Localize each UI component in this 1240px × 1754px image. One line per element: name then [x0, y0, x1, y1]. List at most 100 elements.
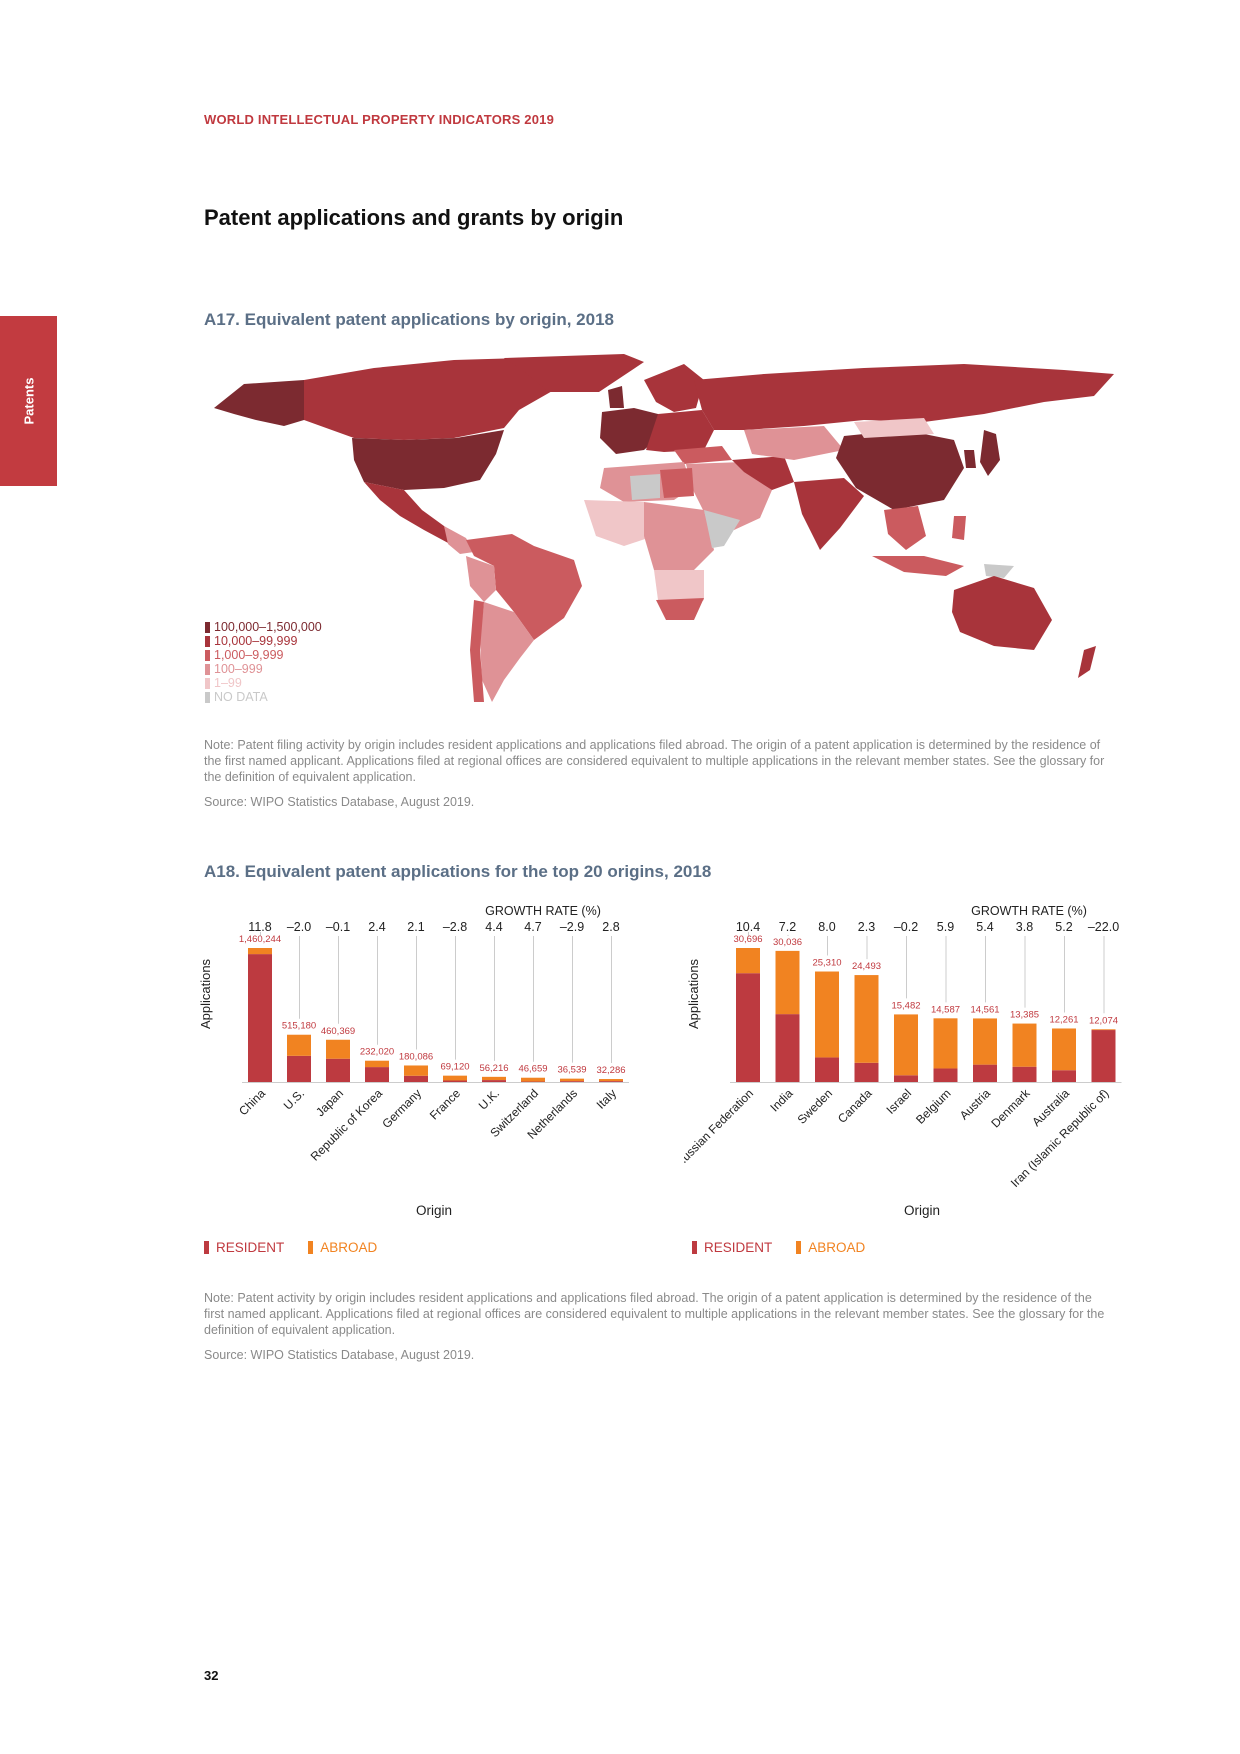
growth-rate-value: 3.8 — [1016, 920, 1033, 934]
bar-total-label: 14,561 — [970, 1004, 999, 1015]
bar-abroad — [815, 971, 839, 1058]
bar-total-label: 24,493 — [852, 961, 881, 972]
map-legend-label: 1,000–9,999 — [214, 648, 284, 662]
category-label: U.K. — [476, 1086, 502, 1112]
growth-rate-value: –22.0 — [1088, 920, 1119, 934]
side-tab-label: Patents — [21, 377, 36, 425]
bar-total-label: 46,659 — [518, 1064, 547, 1075]
bar-total-label: 12,261 — [1049, 1014, 1078, 1025]
legend-label-resident: RESIDENT — [704, 1240, 773, 1255]
bar-total-label: 460,369 — [321, 1026, 355, 1037]
category-label: Russian Federation — [684, 1086, 756, 1169]
bar-legend-left: RESIDENT ABROAD — [204, 1240, 377, 1255]
growth-rate-value: 2.4 — [368, 920, 385, 934]
map-legend-label: 10,000–99,999 — [214, 634, 298, 648]
bar-abroad — [854, 975, 879, 1063]
map-region-iran — [732, 456, 794, 490]
bar-total-label: 15,482 — [891, 1000, 920, 1011]
bar-total-label: 56,216 — [479, 1063, 508, 1074]
category-label: Canada — [835, 1086, 875, 1126]
growth-rate-value: 5.9 — [937, 920, 954, 934]
bar-resident — [854, 1062, 879, 1082]
map-legend-label: NO DATA — [214, 690, 268, 704]
bar-abroad — [1052, 1028, 1076, 1071]
category-label: India — [767, 1086, 796, 1115]
category-label: Belgium — [913, 1086, 954, 1127]
bar-abroad — [326, 1039, 350, 1059]
bar-total-label: 180,086 — [399, 1051, 433, 1062]
growth-rate-header: GROWTH RATE (%) — [971, 904, 1087, 918]
bar-resident — [775, 1014, 800, 1082]
map-legend-item: 100–999 — [205, 662, 322, 676]
running-header: WORLD INTELLECTUAL PROPERTY INDICATORS 2… — [204, 112, 555, 127]
growth-rate-value: 5.2 — [1055, 920, 1072, 934]
map-region-alaska — [214, 380, 304, 426]
bar-abroad — [1012, 1023, 1037, 1067]
bar-resident — [287, 1055, 311, 1082]
map-region-central-africa — [644, 502, 714, 580]
bar-total-label: 14,587 — [931, 1004, 960, 1015]
map-region-russia — [694, 364, 1114, 430]
map-source: Source: WIPO Statistics Database, August… — [204, 795, 475, 809]
category-label: Italy — [594, 1086, 619, 1111]
growth-rate-value: 11.8 — [248, 920, 271, 934]
bar-total-label: 30,036 — [773, 937, 802, 948]
bar-resident — [1012, 1066, 1037, 1082]
map-region-southeast-asia — [884, 506, 926, 550]
bars-figure-title: A18. Equivalent patent applications for … — [204, 862, 712, 881]
map-region-egypt — [660, 468, 694, 498]
y-axis-label: Applications — [198, 958, 213, 1029]
legend-label-resident: RESIDENT — [216, 1240, 285, 1255]
map-legend-swatch — [205, 691, 210, 703]
bar-resident — [560, 1081, 584, 1082]
growth-rate-header: GROWTH RATE (%) — [485, 904, 601, 918]
bar-resident — [815, 1057, 839, 1082]
bar-abroad — [443, 1075, 467, 1081]
map-region-libya — [630, 474, 660, 500]
map-region-indonesia — [872, 556, 964, 576]
bar-resident — [404, 1075, 428, 1082]
category-label: U.S. — [281, 1086, 307, 1112]
bar-abroad — [1091, 1029, 1116, 1031]
map-region-india — [794, 478, 864, 550]
side-tab-patents[interactable]: Patents — [0, 316, 57, 486]
map-region-mexico — [364, 482, 462, 544]
map-region-brazil — [494, 546, 582, 640]
growth-rate-value: –2.8 — [443, 920, 467, 934]
bar-abroad — [599, 1079, 623, 1082]
map-legend: 100,000–1,500,000 10,000–99,999 1,000–9,99… — [205, 620, 322, 704]
growth-rate-value: 2.8 — [602, 920, 619, 934]
bar-resident — [1091, 1030, 1116, 1082]
map-note: Note: Patent filing activity by origin i… — [204, 738, 1105, 784]
growth-rate-value: 4.4 — [485, 920, 502, 934]
bar-resident — [736, 973, 760, 1082]
bar-total-label: 232,020 — [360, 1047, 394, 1058]
bar-abroad — [287, 1034, 311, 1056]
growth-rate-value: 8.0 — [818, 920, 835, 934]
bar-resident — [894, 1075, 918, 1082]
category-label: Austria — [957, 1086, 994, 1123]
section-title: Patent applications and grants by origin — [204, 205, 624, 230]
map-region-new-zealand — [1078, 646, 1096, 678]
map-region-korea — [964, 450, 976, 468]
bar-total-label: 25,310 — [812, 958, 841, 969]
map-region-eastern-europe — [646, 410, 714, 452]
bar-total-label: 36,539 — [557, 1065, 586, 1076]
bar-total-label: 69,120 — [440, 1062, 469, 1073]
map-region-mongolia — [854, 418, 934, 438]
map-region-turkey — [674, 446, 732, 464]
bar-legend-right: RESIDENT ABROAD — [692, 1240, 865, 1255]
growth-rate-value: –2.9 — [560, 920, 584, 934]
bar-abroad — [933, 1018, 958, 1069]
growth-rate-value: 4.7 — [524, 920, 541, 934]
bar-resident — [365, 1067, 389, 1082]
bar-resident — [326, 1058, 350, 1082]
legend-swatch-abroad — [308, 1241, 314, 1254]
growth-rate-value: –0.1 — [326, 920, 350, 934]
legend-label-abroad: ABROAD — [808, 1240, 866, 1255]
map-region-china — [836, 430, 964, 510]
map-region-central-asia — [744, 426, 844, 460]
growth-rate-value: 2.3 — [858, 920, 875, 934]
category-label: China — [236, 1086, 268, 1118]
legend-swatch-resident — [204, 1241, 209, 1254]
